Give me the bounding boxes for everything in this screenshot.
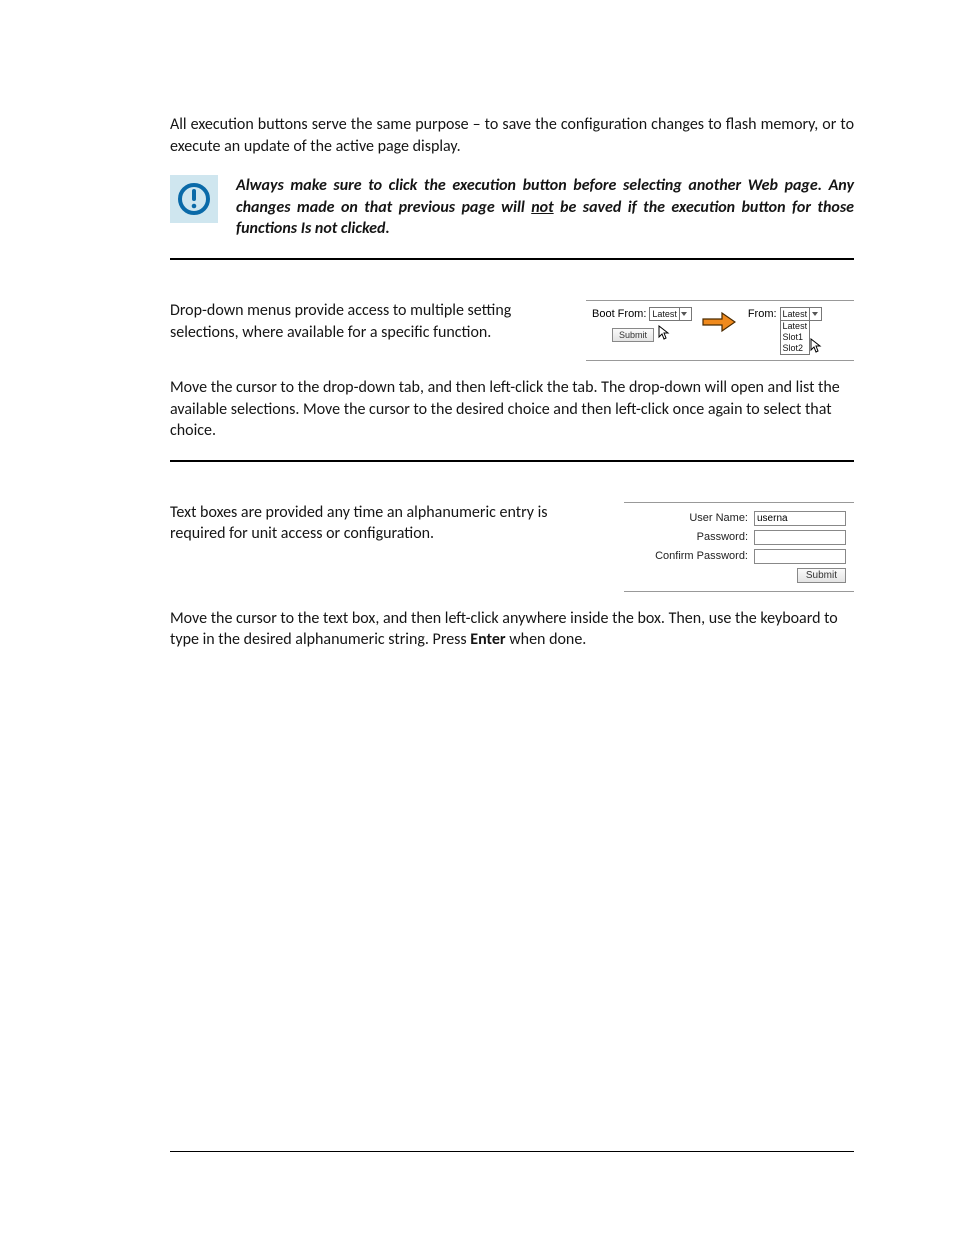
dropdown-figure: Boot From: Latest Submit: [586, 300, 854, 361]
document-page: All execution buttons serve the same pur…: [0, 0, 954, 1212]
chevron-down-icon: [809, 308, 819, 320]
section-divider: [170, 460, 854, 462]
submit-button-left[interactable]: Submit: [612, 328, 654, 342]
username-label: User Name:: [689, 512, 748, 524]
cursor-icon: [810, 338, 824, 354]
textbox-instructions: Move the cursor to the text box, and the…: [170, 608, 854, 651]
username-field[interactable]: [754, 511, 846, 526]
footer-divider: [170, 1151, 854, 1152]
select-open-value: Latest: [783, 308, 808, 320]
boot-from-select-closed[interactable]: Latest: [649, 307, 692, 321]
dropdown-open-col: From: Latest Latest Slot1 Slot2 S: [746, 307, 824, 354]
cursor-icon: [658, 325, 672, 341]
textbox-figure: User Name: Password: Confirm Password: S…: [624, 502, 854, 592]
warning-text: Always make sure to click the execution …: [236, 175, 854, 240]
dropdown-option[interactable]: Slot1: [783, 332, 808, 343]
boot-from-label-left: Boot From:: [592, 308, 646, 320]
boot-from-label-right: From:: [748, 308, 777, 320]
warning-callout: Always make sure to click the execution …: [170, 175, 854, 240]
password-field[interactable]: [754, 530, 846, 545]
textbox-lead: Text boxes are provided any time an alph…: [170, 502, 598, 545]
section-divider: [170, 258, 854, 260]
select-closed-value: Latest: [652, 308, 677, 320]
dropdown-option[interactable]: Latest: [783, 321, 808, 332]
confirm-password-field[interactable]: [754, 549, 846, 564]
dropdown-option[interactable]: Slot2: [783, 343, 808, 354]
dropdown-options-list: Latest Slot1 Slot2: [780, 320, 811, 355]
enter-key: Enter: [470, 630, 505, 649]
chevron-down-icon: [679, 308, 689, 320]
dropdown-instructions: Move the cursor to the drop-down tab, an…: [170, 377, 854, 442]
textbox-section-row: Text boxes are provided any time an alph…: [170, 502, 854, 592]
submit-button[interactable]: Submit: [797, 568, 846, 583]
exec-buttons-paragraph: All execution buttons serve the same pur…: [170, 114, 854, 157]
warning-text-not: not: [531, 198, 553, 217]
dropdown-closed-col: Boot From: Latest Submit: [592, 307, 692, 342]
boot-from-select-open[interactable]: Latest Latest Slot1 Slot2: [780, 307, 823, 321]
password-label: Password:: [697, 531, 748, 543]
confirm-password-label: Confirm Password:: [655, 550, 748, 562]
dropdown-lead: Drop-down menus provide access to multip…: [170, 300, 560, 343]
warning-icon: [170, 175, 218, 223]
arrow-right-icon: [702, 311, 736, 333]
textbox-instructions-post: when done.: [506, 630, 587, 649]
dropdown-section-row: Drop-down menus provide access to multip…: [170, 300, 854, 361]
